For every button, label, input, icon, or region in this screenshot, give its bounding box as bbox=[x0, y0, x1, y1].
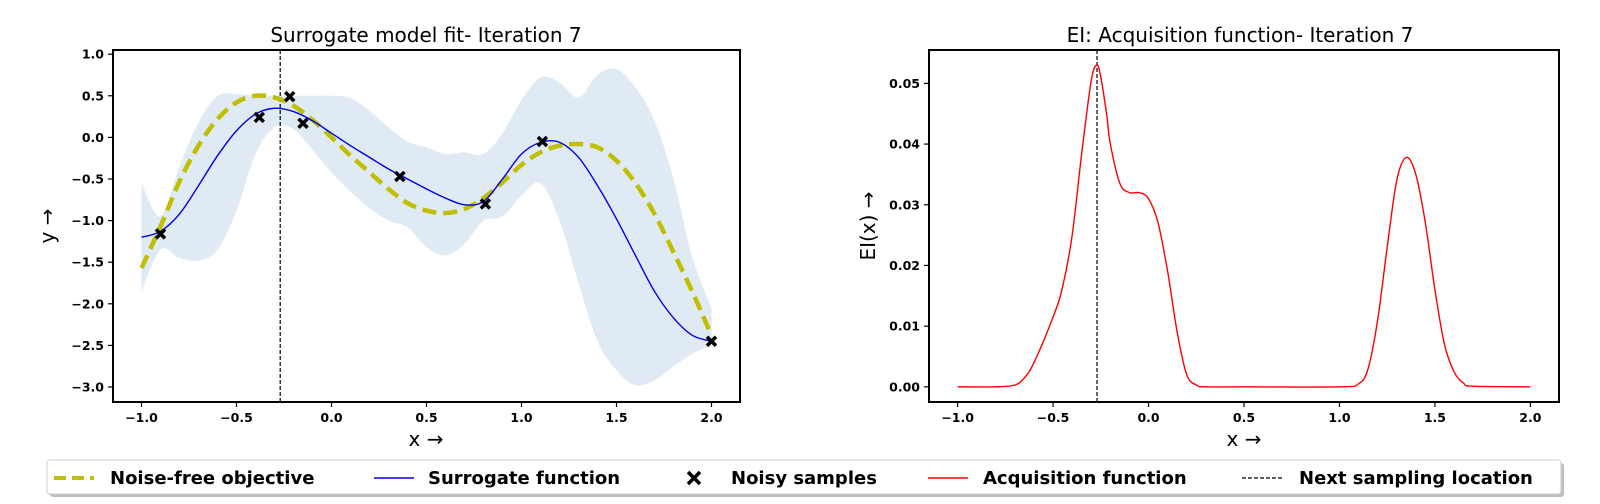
y-tick-label: 1.0 bbox=[82, 47, 104, 62]
noisy-sample-marker bbox=[705, 335, 718, 347]
legend-label: Noisy samples bbox=[731, 468, 877, 489]
x-tick-label: 0.0 bbox=[320, 410, 342, 425]
y-tick-label: 0.00 bbox=[889, 379, 920, 394]
x-tick-label: 1.5 bbox=[605, 410, 627, 425]
legend-label: Next sampling location bbox=[1299, 468, 1533, 489]
x-tick-label: −1.0 bbox=[941, 410, 974, 425]
x-axis: −1.0 −0.5 0.0 0.5 1.0 1.5 2.0 bbox=[125, 402, 723, 425]
x-tick-label: 0.5 bbox=[1233, 410, 1255, 425]
confidence-band bbox=[141, 68, 712, 386]
y-tick-label: −0.5 bbox=[71, 171, 104, 186]
plot-area bbox=[139, 50, 718, 402]
y-axis: 1.0 0.5 0.0 −0.5 −1.0 −1.5 −2.0 −2.5 −3.0 bbox=[71, 47, 113, 395]
y-tick-label: −1.5 bbox=[71, 255, 104, 270]
x-tick-label: 1.0 bbox=[1328, 410, 1350, 425]
y-tick-label: 0.04 bbox=[889, 137, 920, 152]
noisy-sample-marker bbox=[394, 170, 406, 183]
chart-title: Surrogate model fit- Iteration 7 bbox=[270, 23, 581, 47]
x-tick-label: −0.5 bbox=[220, 410, 253, 425]
y-tick-label: 0.01 bbox=[889, 319, 920, 334]
y-tick-label: 0.0 bbox=[82, 130, 104, 145]
y-tick-label: −3.0 bbox=[71, 380, 104, 395]
y-tick-label: 0.05 bbox=[889, 76, 920, 91]
legend-label: Acquisition function bbox=[983, 468, 1187, 489]
surrogate-function-line bbox=[141, 107, 712, 342]
y-axis: 0.00 0.01 0.02 0.03 0.04 0.05 bbox=[889, 76, 929, 394]
noisy-sample-marker bbox=[479, 198, 492, 210]
x-axis-label: x → bbox=[409, 427, 444, 451]
noisy-sample-marker bbox=[536, 135, 549, 148]
x-tick-label: −1.0 bbox=[125, 410, 158, 425]
legend: Noise-free objective Surrogate function … bbox=[46, 459, 1564, 497]
y-tick-label: −2.5 bbox=[71, 338, 104, 353]
acquisition-panel: EI: Acquisition function- Iteration 7 −1… bbox=[856, 23, 1560, 451]
y-tick-label: −2.0 bbox=[71, 296, 104, 311]
noisy-sample-marker bbox=[297, 117, 309, 129]
y-tick-label: −1.0 bbox=[71, 213, 104, 228]
plot-area bbox=[957, 50, 1531, 402]
noise-free-objective-line bbox=[139, 93, 714, 337]
noisy-sample-marker bbox=[253, 111, 266, 124]
chart-title: EI: Acquisition function- Iteration 7 bbox=[1067, 23, 1414, 47]
x-tick-label: 2.0 bbox=[700, 410, 722, 425]
x-tick-label: 0.5 bbox=[415, 410, 437, 425]
x-tick-label: 0.0 bbox=[1137, 410, 1159, 425]
legend-box bbox=[46, 459, 1562, 495]
noisy-sample-marker bbox=[154, 228, 167, 240]
legend-x-marker-icon bbox=[686, 470, 702, 486]
x-tick-label: 1.0 bbox=[510, 410, 532, 425]
x-tick-label: 2.0 bbox=[1519, 410, 1541, 425]
x-axis: −1.0 −0.5 0.0 0.5 1.0 1.5 2.0 bbox=[941, 402, 1542, 425]
legend-label: Noise-free objective bbox=[110, 468, 314, 489]
y-axis-label: EI(x) → bbox=[856, 191, 880, 260]
x-tick-label: −0.5 bbox=[1037, 410, 1070, 425]
y-axis-label: y → bbox=[35, 209, 59, 244]
surrogate-panel: Surrogate model fit- Iteration 7 −1.0 −0.… bbox=[35, 23, 741, 451]
x-tick-label: 1.5 bbox=[1424, 410, 1446, 425]
acquisition-function-line bbox=[957, 64, 1531, 388]
noisy-sample-marker bbox=[283, 90, 296, 103]
y-tick-label: 0.03 bbox=[889, 197, 920, 212]
plot-frame bbox=[928, 49, 1560, 403]
y-tick-label: 0.02 bbox=[889, 258, 920, 273]
legend-label: Surrogate function bbox=[428, 468, 620, 489]
x-axis-label: x → bbox=[1227, 427, 1262, 451]
y-tick-label: 0.5 bbox=[82, 88, 104, 103]
